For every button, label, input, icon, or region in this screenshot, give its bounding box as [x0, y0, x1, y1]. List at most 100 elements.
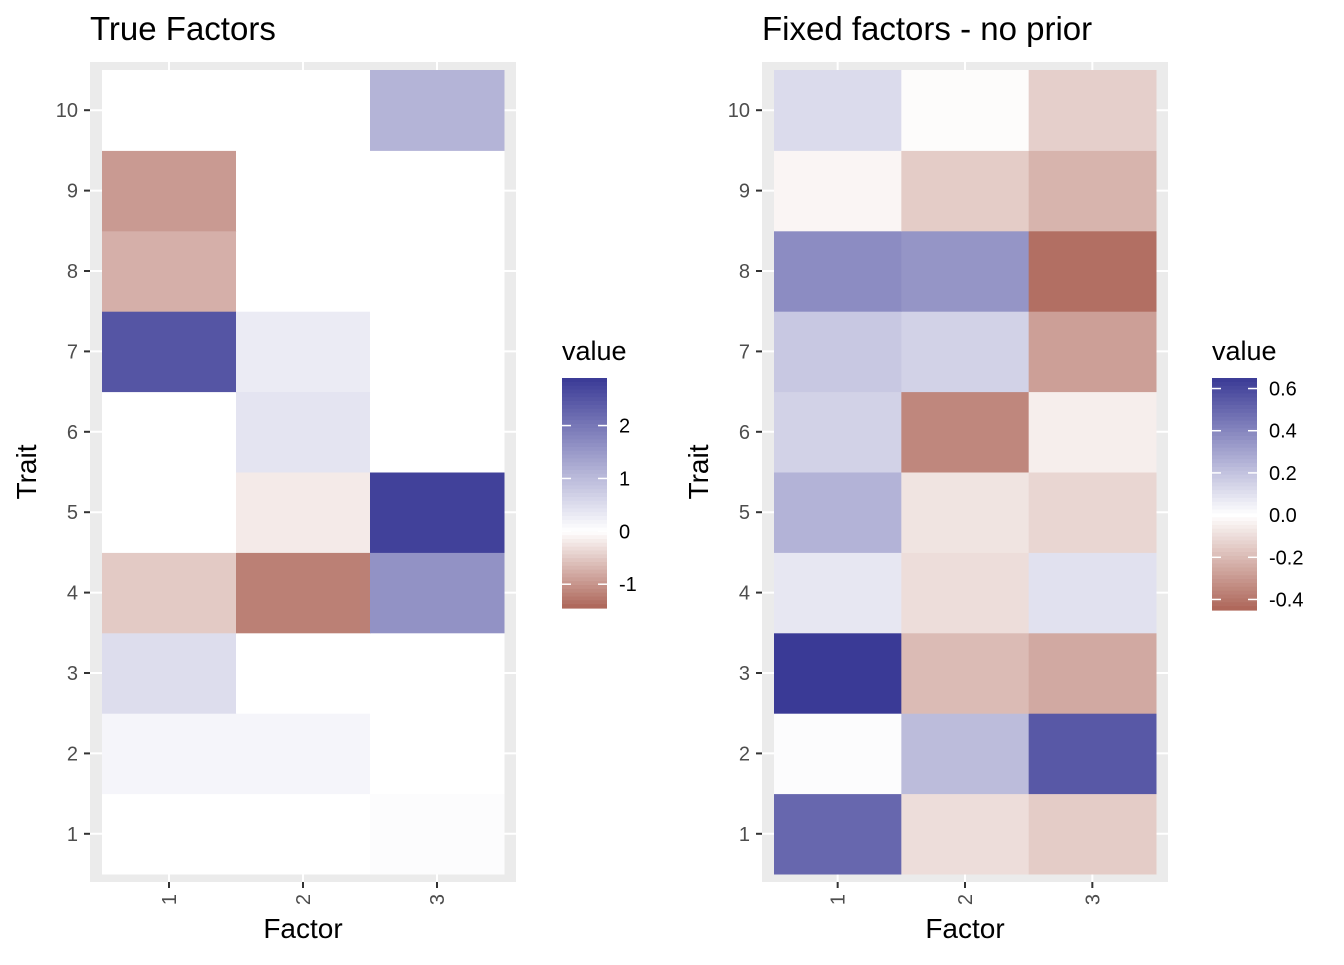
y-tick-label: 2	[739, 743, 750, 765]
legend-gradient-band	[1212, 497, 1257, 503]
legend-gradient-band	[562, 466, 607, 471]
legend-gradient-band	[1212, 602, 1257, 607]
legend-label: 0	[619, 521, 630, 543]
legend-gradient-band	[562, 435, 607, 440]
heatmap-cell	[901, 552, 1030, 634]
y-tick-label: 6	[739, 422, 750, 444]
heatmap-cell	[102, 150, 237, 232]
legend-gradient-band	[562, 512, 607, 517]
legend-gradient-band	[562, 604, 607, 609]
legend-gradient-band	[1212, 524, 1257, 530]
legend-gradient-band	[1212, 494, 1257, 499]
legend-label: 0.6	[1269, 379, 1297, 401]
legend-gradient-band	[562, 554, 607, 559]
legend-gradient-band	[562, 389, 607, 394]
x-tick-label: 1	[828, 894, 850, 905]
heatmap-cell	[1028, 793, 1157, 875]
y-tick-label: 1	[739, 824, 750, 846]
heatmap-cell	[102, 793, 237, 875]
y-tick-label: 3	[67, 663, 78, 685]
legend-gradient-band	[562, 393, 607, 398]
legend-gradient-band	[1212, 482, 1257, 487]
heatmap-cell	[370, 150, 505, 232]
legend-gradient-band	[1212, 532, 1257, 538]
legend-gradient-band	[1212, 451, 1257, 456]
legend-title: value	[562, 336, 627, 366]
y-tick-label: 6	[67, 422, 78, 444]
heatmap-cell	[774, 150, 902, 232]
legend-gradient-band	[562, 401, 607, 406]
legend-gradient-band	[562, 470, 607, 475]
y-tick-label: 7	[67, 341, 78, 363]
x-tick-label: 1	[159, 894, 181, 905]
legend-label: 0.4	[1269, 421, 1297, 443]
heatmap-cell	[370, 793, 505, 875]
legend-gradient-band	[562, 420, 607, 425]
legend-gradient-band	[1212, 478, 1257, 483]
heatmap-cell	[236, 552, 371, 634]
y-tick-label: 9	[739, 181, 750, 203]
heatmap-cell	[370, 632, 505, 714]
y-tick-label: 8	[739, 261, 750, 283]
legend-gradient-band	[1212, 389, 1257, 395]
y-tick-label: 1	[67, 824, 78, 846]
legend-gradient-band	[562, 535, 607, 540]
y-tick-label: 5	[67, 502, 78, 524]
legend-gradient-band	[562, 404, 607, 410]
heatmap-cell	[236, 311, 371, 393]
legend-gradient-band	[1212, 474, 1257, 480]
legend-gradient-band	[1212, 528, 1257, 534]
legend-gradient-band	[562, 577, 607, 582]
legend-gradient-band	[562, 562, 607, 567]
legend-gradient-band	[562, 523, 607, 529]
heatmap-cell	[1028, 472, 1157, 553]
legend-gradient-band	[1212, 447, 1257, 453]
x-axis-title: Factor	[925, 913, 1004, 944]
heatmap-cell	[901, 713, 1030, 795]
legend-gradient-band	[1212, 517, 1257, 522]
legend-gradient-band	[562, 416, 607, 421]
legend-gradient-band	[562, 489, 607, 494]
y-tick-label: 4	[67, 583, 78, 605]
legend-gradient-band	[1212, 513, 1257, 518]
legend-gradient-band	[562, 427, 607, 433]
x-tick-label: 2	[955, 894, 977, 905]
legend-gradient-band	[1212, 563, 1257, 569]
heatmap-cell	[236, 391, 371, 473]
y-axis-title: Trait	[11, 444, 42, 499]
heatmap-cell	[236, 230, 371, 312]
legend-gradient-band	[1212, 420, 1257, 425]
legend: value -1 0 1 2	[562, 336, 637, 609]
heatmap-cell	[774, 552, 902, 634]
legend-gradient-band	[562, 516, 607, 521]
legend-gradient-band	[1212, 408, 1257, 414]
heatmap-cell	[901, 70, 1030, 151]
heatmap-cell	[236, 150, 371, 232]
legend-gradient-band	[1212, 501, 1257, 507]
heatmap-cell	[1028, 713, 1157, 795]
legend-label: 1	[619, 468, 630, 490]
heatmap-cell	[901, 793, 1030, 875]
heatmap-cell	[370, 311, 505, 393]
legend-gradient-band	[1212, 405, 1257, 410]
heatmap-cell	[774, 472, 902, 553]
heatmap-cell	[901, 150, 1030, 232]
legend-gradient-band	[1212, 598, 1257, 603]
heatmap-cell	[370, 230, 505, 312]
legend-gradient-band	[1212, 586, 1257, 592]
y-tick-label: 7	[739, 341, 750, 363]
heatmap-cell	[102, 713, 237, 795]
legend-gradient-band	[562, 600, 607, 605]
legend-gradient-band	[1212, 385, 1257, 391]
legend: value -0.4 -0.2 0.0 0.2 0.4 0.6	[1212, 336, 1303, 611]
legend-gradient-band	[1212, 432, 1257, 437]
heatmap-cell	[102, 552, 237, 634]
heatmap-panel-2: 1 2 3 4 5 6 7 8 9 10 1 2 3 Fixed factors - no prior Fa…	[683, 10, 1303, 944]
legend-gradient-band	[562, 565, 607, 571]
heatmap-cell	[1028, 311, 1157, 393]
legend-gradient-band	[1212, 459, 1257, 464]
legend-gradient-band	[1212, 439, 1257, 445]
legend-gradient-band	[562, 412, 607, 417]
legend-gradient-band	[1212, 594, 1257, 599]
